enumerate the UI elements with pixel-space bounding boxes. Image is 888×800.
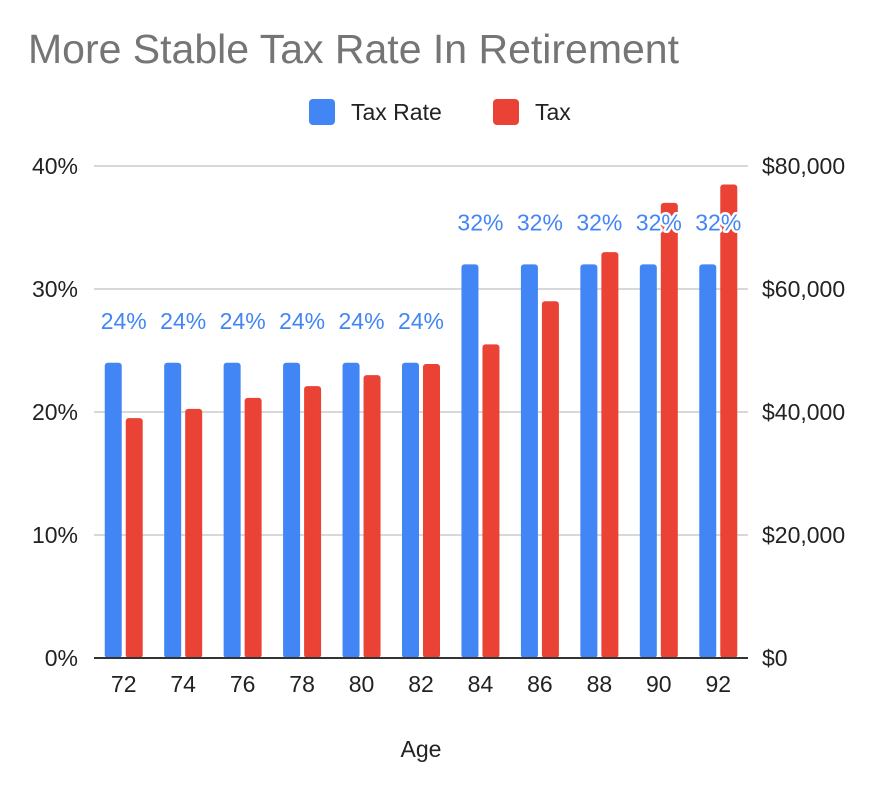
x-tick-label: 74	[170, 671, 196, 697]
bar-tax-rate	[520, 264, 538, 658]
y-tick-label-right: $40,000	[762, 399, 845, 425]
y-tick-label-left: 0%	[45, 645, 78, 671]
y-tick-label-right: $20,000	[762, 522, 845, 548]
bar-tax	[125, 418, 143, 658]
bar-tax-rate	[461, 264, 479, 658]
bar-tax	[541, 301, 559, 658]
x-tick-label: 90	[646, 671, 672, 697]
legend-label-tax-rate: Tax Rate	[351, 99, 442, 125]
bar-tax	[244, 397, 262, 658]
data-label-tax-rate: 32%	[576, 209, 622, 235]
bar-tax-rate	[639, 264, 657, 658]
bar-tax	[720, 184, 738, 658]
bar-tax	[423, 364, 440, 658]
bar-tax-rate	[104, 362, 122, 658]
bar-tax-rate	[402, 362, 419, 658]
data-label-tax-rate: 32%	[517, 209, 563, 235]
gridlines	[94, 165, 748, 536]
x-tick-label: 72	[111, 671, 137, 697]
y-tick-label-left: 40%	[32, 153, 78, 179]
bar-tax-rate	[580, 264, 598, 658]
y-tick-label-left: 10%	[32, 522, 78, 548]
bar-tax	[304, 386, 322, 658]
legend-swatch-tax	[493, 99, 519, 125]
y-tick-label-right: $0	[762, 645, 788, 671]
y-tick-label-right: $60,000	[762, 276, 845, 302]
y-tick-label-left: 20%	[32, 399, 78, 425]
axes: 0% $0 10% $20,000 20% $40,000 30% $60,000 40% $80…	[32, 153, 845, 697]
x-tick-label: 92	[705, 671, 731, 697]
bar-tax	[660, 202, 678, 658]
data-label-tax-rate: 24%	[101, 308, 147, 334]
legend-swatch-tax-rate	[309, 99, 335, 125]
x-tick-label: 84	[468, 671, 494, 697]
x-tick-label: 82	[408, 671, 434, 697]
data-label-tax-rate: 32%	[695, 209, 741, 235]
bar-tax-rate	[164, 362, 182, 658]
data-label-tax-rate: 32%	[457, 209, 503, 235]
data-label-tax-rate: 32%	[636, 209, 682, 235]
bar-tax	[482, 344, 500, 658]
x-axis-title: Age	[401, 736, 442, 762]
x-tick-label: 88	[587, 671, 613, 697]
x-tick-label: 78	[289, 671, 315, 697]
legend: Tax Rate Tax	[309, 99, 571, 125]
x-tick-label: 86	[527, 671, 553, 697]
legend-label-tax: Tax	[535, 99, 571, 125]
y-tick-label-left: 30%	[32, 276, 78, 302]
bar-tax-rate	[342, 362, 360, 658]
data-label-tax-rate: 24%	[398, 308, 444, 334]
bar-tax-rate	[283, 362, 301, 658]
x-tick-label: 76	[230, 671, 256, 697]
bar-tax	[185, 408, 203, 658]
data-label-tax-rate: 24%	[279, 308, 325, 334]
y-tick-label-right: $80,000	[762, 153, 845, 179]
bar-tax-rate	[223, 362, 241, 658]
data-label-tax-rate: 24%	[160, 308, 206, 334]
bar-tax	[601, 252, 619, 658]
data-labels: 24% 24% 24% 24% 24% 24% 32% 32% 32% 32% 32%	[98, 207, 744, 336]
bars	[104, 184, 738, 658]
data-label-tax-rate: 24%	[339, 308, 385, 334]
x-tick-label: 80	[349, 671, 375, 697]
chart-title: More Stable Tax Rate In Retirement	[28, 26, 680, 72]
bar-tax	[363, 375, 381, 658]
data-label-tax-rate: 24%	[220, 308, 266, 334]
bar-tax-rate	[699, 264, 717, 658]
